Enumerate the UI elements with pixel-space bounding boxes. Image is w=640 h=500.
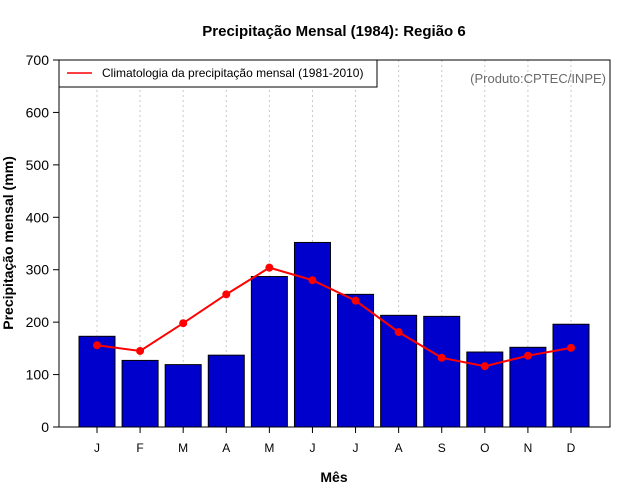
climatology-point (308, 276, 317, 285)
x-tick-label: J (309, 441, 315, 455)
climatology-point (523, 351, 532, 360)
bar-a-4 (207, 354, 245, 428)
x-tick-label: M (178, 441, 188, 455)
bar-f-2 (121, 359, 159, 428)
climatology-line (96, 266, 572, 368)
climatology-point (93, 341, 101, 350)
x-tick-label: A (222, 441, 230, 455)
x-axis-title: Mês (320, 469, 347, 485)
x-tick-label: O (480, 441, 489, 455)
y-tick-label: 300 (26, 262, 50, 278)
bar-m-5 (250, 276, 288, 428)
x-tick-label: S (438, 441, 446, 455)
legend-entry-climatology: Climatologia da precipitação mensal (198… (102, 66, 363, 80)
chart-title: Precipitação Mensal (1984): Região 6 (202, 23, 465, 40)
x-tick-label: M (264, 441, 274, 455)
y-tick-label: 0 (41, 419, 49, 435)
bars (78, 241, 590, 428)
x-tick-label: D (567, 441, 576, 455)
legend-box (58, 59, 378, 88)
x-tick-label: F (136, 441, 143, 455)
legend: Climatologia da precipitação mensal (198… (58, 59, 378, 88)
y-tick-label: 700 (26, 52, 50, 68)
source-credit: (Produto:CPTEC/INPE) (470, 71, 606, 86)
x-tick-label: N (524, 441, 533, 455)
climatology-point (480, 362, 489, 371)
y-tick-label: 600 (26, 104, 50, 120)
x-tick-label: J (94, 441, 100, 455)
bar-d-12 (552, 323, 590, 428)
bar-j-7 (337, 293, 375, 428)
y-tick-label: 400 (26, 209, 50, 225)
climatology-point (136, 346, 145, 355)
climatology-line-layer (93, 263, 575, 371)
bar-n-11 (509, 346, 547, 428)
x-tick-label: A (395, 441, 403, 455)
climatology-point (222, 290, 231, 299)
bar-m-3 (164, 364, 202, 428)
y-axis-title: Precipitação mensal (mm) (0, 156, 16, 330)
bar-j-6 (293, 241, 331, 428)
bar-s-9 (423, 315, 461, 428)
y-tick-label: 200 (26, 314, 50, 330)
climatology-point (437, 353, 446, 362)
bar-j-1 (78, 335, 116, 428)
climatology-point (265, 263, 274, 272)
y-axis: 0 100 200 300 400 500 600 700 (26, 52, 59, 435)
y-tick-label: 500 (26, 157, 50, 173)
climatology-point (567, 343, 575, 352)
x-tick-label: J (353, 441, 359, 455)
y-tick-label: 100 (26, 367, 50, 383)
climatology-point (179, 319, 188, 328)
climatology-point (351, 296, 360, 305)
climatology-point (394, 328, 403, 337)
